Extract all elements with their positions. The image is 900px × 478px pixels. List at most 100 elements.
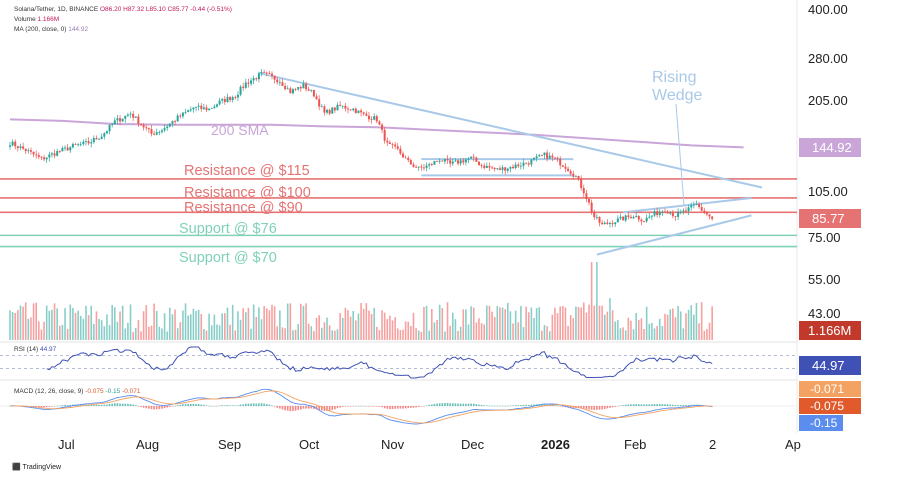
volume-bar bbox=[208, 313, 210, 340]
macd-histogram-bar bbox=[208, 405, 210, 407]
rising-wedge-label-line1: Rising bbox=[652, 69, 696, 86]
candle-body bbox=[27, 150, 30, 152]
volume-bar bbox=[210, 325, 213, 340]
candle-body bbox=[205, 107, 208, 111]
macd-histogram-bar bbox=[98, 404, 100, 406]
volume-bar bbox=[45, 305, 48, 340]
candle-body bbox=[436, 161, 439, 162]
volume-bar bbox=[171, 314, 174, 340]
volume-bar bbox=[635, 312, 637, 340]
macd-histogram-bar bbox=[258, 403, 260, 406]
macd-histogram-bar bbox=[268, 404, 271, 406]
candle-body bbox=[160, 130, 163, 132]
macd-histogram-bar bbox=[341, 406, 344, 407]
candle-body bbox=[231, 97, 234, 101]
volume-bar bbox=[501, 307, 504, 340]
volume-bar bbox=[373, 307, 375, 340]
macd-histogram-bar bbox=[428, 404, 430, 406]
macd-histogram-bar bbox=[224, 405, 226, 406]
volume-bar bbox=[268, 310, 271, 340]
macd-histogram-bar bbox=[661, 404, 664, 406]
macd-histogram-bar bbox=[315, 406, 318, 410]
candle-body bbox=[134, 116, 137, 118]
macd-histogram-bar bbox=[69, 404, 72, 406]
candle-body bbox=[103, 133, 106, 137]
tradingview-brand[interactable]: ⬛ TradingView bbox=[12, 463, 61, 471]
macd-histogram-bar bbox=[132, 404, 134, 406]
volume-bar bbox=[677, 305, 679, 340]
volume-bar bbox=[436, 319, 438, 340]
macd-histogram-bar bbox=[307, 406, 310, 409]
macd-histogram-bar bbox=[514, 405, 517, 406]
candle-body bbox=[119, 118, 122, 122]
volume-bar bbox=[577, 307, 580, 340]
volume-bar bbox=[643, 329, 645, 340]
candle-body bbox=[658, 212, 661, 216]
volume-value-badge bbox=[799, 321, 861, 340]
macd-legend-signal: -0.071 bbox=[122, 388, 141, 395]
candle-body bbox=[595, 216, 598, 218]
candle-body bbox=[498, 168, 501, 170]
macd-histogram-bar bbox=[624, 404, 627, 406]
macd-legend: MACD (12, 26, close, 9) -0.075 -0.15 -0.… bbox=[14, 388, 141, 395]
volume-bar bbox=[664, 313, 666, 340]
volume-bar bbox=[483, 324, 486, 340]
volume-bar bbox=[451, 312, 454, 340]
volume-bar bbox=[142, 311, 145, 340]
candle-body bbox=[407, 157, 410, 161]
macd-histogram-bar bbox=[451, 403, 454, 406]
candle-body bbox=[323, 106, 326, 113]
macd-histogram-bar bbox=[142, 406, 145, 408]
candle-body bbox=[252, 78, 255, 81]
macd-histogram-bar bbox=[441, 403, 444, 406]
volume-bar bbox=[598, 305, 601, 340]
macd-histogram-bar bbox=[585, 406, 588, 410]
candle-body bbox=[105, 131, 108, 134]
volume-bar bbox=[601, 305, 603, 340]
volume-bar bbox=[74, 312, 77, 340]
volume-bar bbox=[698, 323, 700, 340]
volume-bar bbox=[40, 329, 43, 340]
last-price-badge bbox=[799, 209, 861, 228]
candle-body bbox=[608, 223, 611, 224]
macd-histogram-bar bbox=[64, 404, 66, 406]
macd-histogram-bar bbox=[357, 405, 360, 407]
candle-body bbox=[695, 204, 698, 205]
macd-histogram-bar bbox=[449, 403, 451, 406]
candle-body bbox=[470, 156, 473, 159]
candle-body bbox=[310, 89, 313, 91]
volume-bar bbox=[150, 325, 153, 340]
macd-histogram-bar bbox=[499, 405, 501, 407]
macd-histogram-bar bbox=[666, 404, 669, 406]
candle-body bbox=[352, 108, 355, 111]
macd-histogram-bar bbox=[182, 404, 184, 406]
candle-body bbox=[564, 166, 567, 169]
volume-bar bbox=[281, 327, 284, 340]
candle-body bbox=[208, 108, 211, 111]
macd-histogram-bar bbox=[614, 406, 617, 407]
macd-histogram-bar bbox=[572, 406, 575, 409]
macd-histogram-bar bbox=[551, 405, 554, 406]
candle-body bbox=[590, 202, 593, 212]
macd-histogram-bar bbox=[119, 403, 121, 406]
volume-bar bbox=[711, 306, 713, 340]
macd-histogram-bar bbox=[472, 403, 475, 406]
macd-histogram-bar bbox=[108, 403, 111, 406]
macd-histogram-bar bbox=[187, 403, 189, 406]
candlesticks bbox=[9, 69, 714, 228]
volume-bar bbox=[93, 323, 95, 340]
macd-histogram-bar bbox=[669, 404, 672, 406]
volume-bar bbox=[614, 321, 617, 340]
macd-histogram-bar bbox=[420, 406, 423, 407]
candle-body bbox=[394, 144, 397, 147]
volume-bar bbox=[205, 330, 208, 340]
volume-bar bbox=[541, 330, 543, 340]
volume-bar bbox=[522, 327, 525, 340]
candle-body bbox=[66, 147, 69, 151]
volume-bar bbox=[176, 328, 179, 340]
macd-histogram-bar bbox=[237, 405, 239, 406]
macd-histogram-bar bbox=[402, 406, 404, 409]
candle-body bbox=[29, 150, 32, 152]
macd-histogram-bar bbox=[501, 405, 504, 407]
